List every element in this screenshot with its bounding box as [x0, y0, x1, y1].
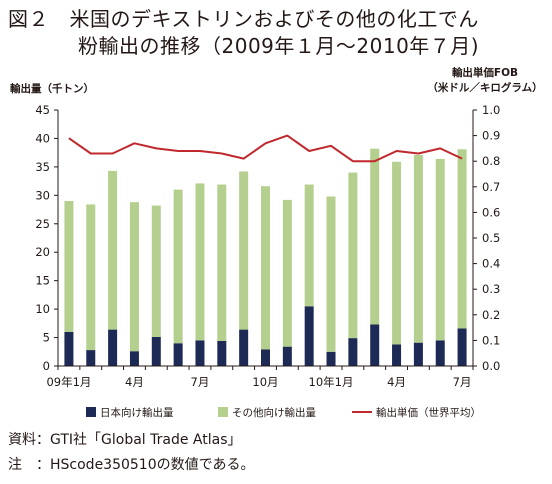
bar-other: [195, 183, 205, 341]
bar-japan: [370, 324, 380, 366]
x-tick-label: 10月: [252, 375, 278, 389]
bar-other: [108, 170, 118, 330]
bar-other: [64, 201, 74, 332]
y-left-tick-label: 35: [35, 160, 50, 174]
bar-japan: [173, 343, 183, 366]
y-right-axis-label-line-2: （米ドル／キログラム）: [427, 81, 542, 94]
bar-other: [370, 148, 380, 325]
bar-japan: [392, 344, 402, 366]
legend-label-price: 輸出単価（世界平均）: [376, 406, 481, 419]
bar-other: [326, 196, 336, 352]
bar-japan: [304, 306, 314, 366]
y-right-tick-label: 0.4: [482, 257, 500, 271]
source-note: 資料：GTI社「Global Trade Atlas」: [8, 432, 242, 448]
footnote: 注 ：HScode350510の数値である。: [8, 457, 255, 473]
bar-other: [129, 202, 139, 352]
bar-other: [457, 149, 467, 329]
y-left-tick-label: 45: [35, 103, 50, 117]
y-left-tick-label: 10: [35, 302, 50, 316]
bar-japan: [326, 351, 336, 366]
bar-other: [261, 186, 270, 350]
bar-japan: [151, 336, 161, 366]
y-left-tick-label: 30: [35, 188, 50, 202]
x-tick-label: 4月: [387, 375, 406, 389]
y-right-tick-label: 0.9: [482, 129, 500, 143]
y-right-axis-label-line-1: 輸出単価FOB: [452, 66, 518, 79]
bar-japan: [413, 342, 423, 366]
y-left-axis-label: 輸出量（千トン）: [10, 82, 94, 95]
y-left-tick-label: 0: [43, 359, 50, 373]
bar-other: [217, 184, 227, 341]
chart-title: 図２ 米国のデキストリンおよびその他の化工でん 粉輸出の推移（2009年１月〜2…: [8, 6, 548, 60]
bar-japan: [348, 338, 358, 366]
y-right-tick-label: 0.8: [482, 154, 500, 168]
bar-other: [239, 171, 249, 330]
legend-label-japan: 日本向け輸出量: [100, 406, 174, 419]
bar-other: [151, 205, 161, 337]
y-right-tick-label: 0.5: [482, 231, 500, 245]
x-tick-label: 10年1月: [309, 375, 354, 389]
y-right-tick-label: 0.1: [482, 333, 500, 347]
legend-swatch-japan: [86, 407, 96, 417]
y-right-tick-label: 0.2: [482, 308, 500, 322]
title-line-1: 図２ 米国のデキストリンおよびその他の化工でん: [8, 7, 479, 31]
x-tick-label: 7月: [191, 375, 210, 389]
y-left-tick-label: 40: [35, 131, 50, 145]
x-tick-label: 7月: [453, 375, 472, 389]
bar-japan: [435, 340, 445, 366]
bar-japan: [282, 346, 292, 366]
bar-other: [304, 184, 314, 307]
y-right-tick-label: 0.3: [482, 282, 500, 296]
bar-other: [173, 189, 183, 344]
bar-japan: [217, 340, 227, 366]
bar-japan: [86, 350, 96, 366]
bar-japan: [261, 349, 270, 366]
bar-japan: [195, 340, 205, 366]
title-line-2: 粉輸出の推移（2009年１月〜2010年７月): [78, 34, 480, 58]
bar-other: [435, 158, 445, 341]
bar-other: [86, 204, 96, 351]
bar-japan: [64, 331, 74, 366]
y-left-tick-label: 5: [43, 331, 50, 345]
bar-japan: [129, 351, 139, 366]
y-left-tick-label: 15: [35, 274, 50, 288]
x-tick-label: 09年1月: [46, 375, 91, 389]
bar-other: [413, 154, 423, 343]
bar-other: [282, 199, 292, 347]
y-right-tick-label: 0.7: [482, 180, 500, 194]
legend-swatch-other: [218, 407, 228, 417]
y-right-tick-label: 0.0: [482, 359, 500, 373]
y-right-tick-label: 0.6: [482, 205, 500, 219]
bar-japan: [457, 328, 467, 366]
y-left-tick-label: 20: [35, 245, 50, 259]
y-right-tick-label: 1.0: [482, 103, 500, 117]
bar-japan: [239, 329, 249, 366]
bar-japan: [108, 329, 118, 366]
legend-label-other: その他向け輸出量: [232, 406, 316, 419]
y-left-tick-label: 25: [35, 217, 50, 231]
bar-other: [348, 172, 358, 339]
price-line: [68, 134, 463, 163]
bar-other: [392, 161, 402, 345]
x-tick-label: 4月: [125, 375, 144, 389]
